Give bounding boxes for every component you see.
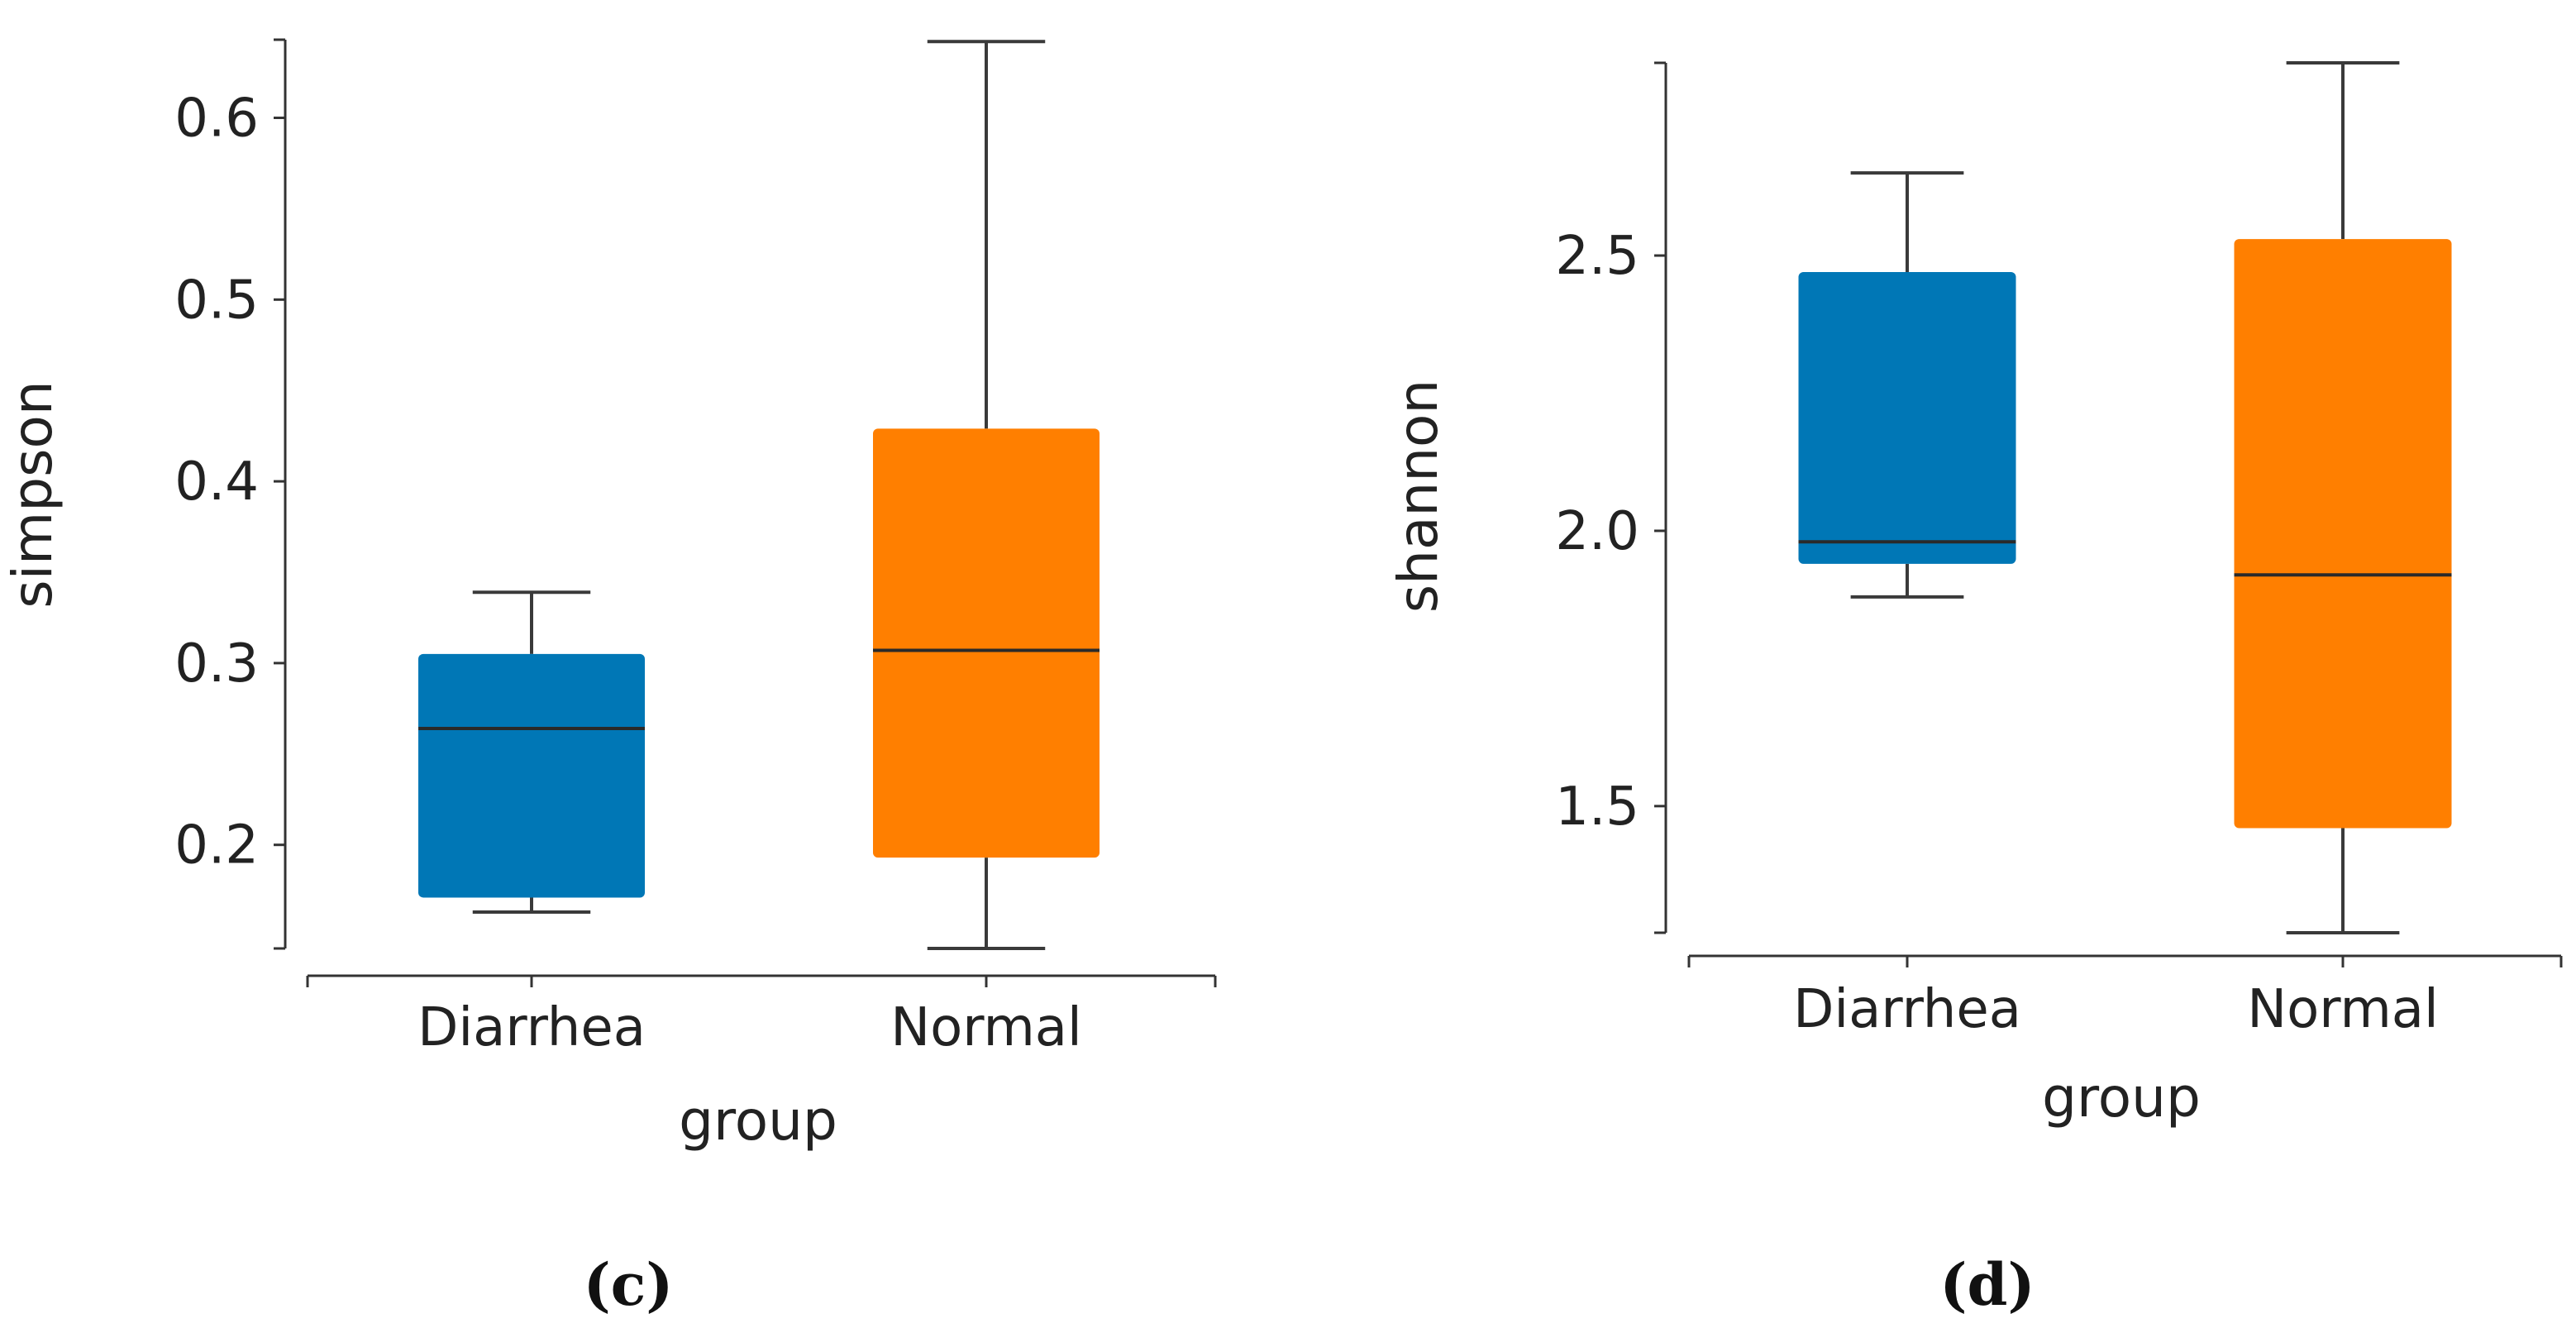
box-body <box>418 653 645 898</box>
x-axis-title: group <box>2042 1066 2201 1130</box>
x-category-label: Normal <box>2247 979 2439 1040</box>
y-tick-label: 0.6 <box>174 88 259 150</box>
y-axis-title: shannon <box>1386 380 1450 614</box>
box-normal <box>873 40 1100 950</box>
y-tick-label: 0.5 <box>174 270 259 331</box>
x-category-label: Normal <box>890 997 1082 1058</box>
y-tick-label: 0.3 <box>174 633 259 695</box>
simpson-boxplot-panel: 0.2 0.3 0.4 0.5 0.6 Diarrhea Normal simpson grou… <box>1 38 1217 1319</box>
y-tick-label: 1.5 <box>1555 776 1639 838</box>
shannon-boxplot-panel: 1.5 2.0 2.5 Diarrhea Normal shannon group (d) <box>1386 61 2563 1319</box>
box-normal <box>2234 61 2452 934</box>
panel-label: (c) <box>584 1250 674 1319</box>
panel-label: (d) <box>1939 1250 2035 1319</box>
y-tick-label: 0.4 <box>174 451 259 513</box>
box-diarrhea <box>1798 171 2016 599</box>
box-body <box>2234 239 2452 829</box>
x-axis-title: group <box>679 1089 837 1153</box>
box-diarrhea <box>418 590 645 915</box>
y-axis-title: simpson <box>1 380 64 609</box>
box-body <box>873 428 1100 858</box>
y-tick-label: 0.2 <box>174 815 259 877</box>
y-tick-label: 2.0 <box>1555 501 1639 562</box>
box-body <box>1798 272 2016 564</box>
x-category-label: Diarrhea <box>1793 979 2021 1040</box>
x-category-label: Diarrhea <box>417 997 646 1058</box>
y-tick-label: 2.5 <box>1555 226 1639 287</box>
